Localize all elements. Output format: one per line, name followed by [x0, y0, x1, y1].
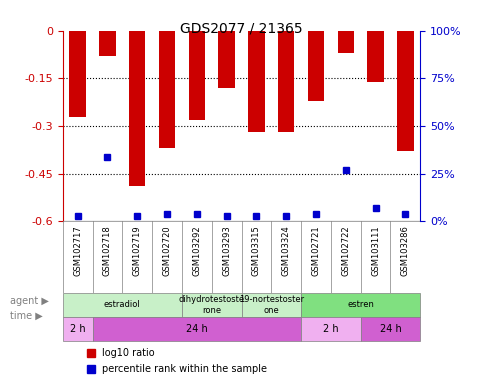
Bar [70, 31, 86, 116]
Text: GSM102719: GSM102719 [133, 225, 142, 276]
Text: 2 h: 2 h [70, 324, 85, 334]
Text: GSM102717: GSM102717 [73, 225, 82, 276]
Text: percentile rank within the sample: percentile rank within the sample [102, 364, 267, 374]
FancyBboxPatch shape [63, 317, 93, 341]
Text: log10 ratio: log10 ratio [102, 348, 155, 358]
FancyBboxPatch shape [63, 293, 182, 317]
Text: GSM103293: GSM103293 [222, 225, 231, 276]
Text: GSM103324: GSM103324 [282, 225, 291, 276]
Text: GSM103111: GSM103111 [371, 225, 380, 276]
Bar [308, 31, 324, 101]
Text: 2 h: 2 h [323, 324, 339, 334]
FancyBboxPatch shape [301, 293, 420, 317]
FancyBboxPatch shape [301, 317, 361, 341]
Text: GSM103286: GSM103286 [401, 225, 410, 276]
Text: GSM102721: GSM102721 [312, 225, 320, 276]
Text: GSM102720: GSM102720 [163, 225, 171, 276]
Bar [278, 31, 294, 132]
Bar [129, 31, 145, 187]
Text: GSM103292: GSM103292 [192, 225, 201, 276]
Bar [99, 31, 115, 56]
Text: GSM103315: GSM103315 [252, 225, 261, 276]
Text: dihydrotestoste
rone: dihydrotestoste rone [179, 295, 245, 314]
Text: 24 h: 24 h [186, 324, 208, 334]
Bar [218, 31, 235, 88]
Text: 19-nortestoster
one: 19-nortestoster one [239, 295, 304, 314]
Text: GDS2077 / 21365: GDS2077 / 21365 [180, 21, 303, 35]
Bar [159, 31, 175, 148]
FancyBboxPatch shape [242, 293, 301, 317]
Bar [189, 31, 205, 120]
Text: estren: estren [347, 300, 374, 310]
Bar [248, 31, 265, 132]
Text: time ▶: time ▶ [10, 311, 43, 321]
Bar [338, 31, 354, 53]
Text: estradiol: estradiol [104, 300, 141, 310]
Text: agent ▶: agent ▶ [10, 296, 48, 306]
Text: 24 h: 24 h [380, 324, 401, 334]
FancyBboxPatch shape [182, 293, 242, 317]
FancyBboxPatch shape [93, 317, 301, 341]
Bar [368, 31, 384, 81]
Text: GSM102722: GSM102722 [341, 225, 350, 276]
Text: GSM102718: GSM102718 [103, 225, 112, 276]
Bar [397, 31, 413, 151]
FancyBboxPatch shape [361, 317, 420, 341]
